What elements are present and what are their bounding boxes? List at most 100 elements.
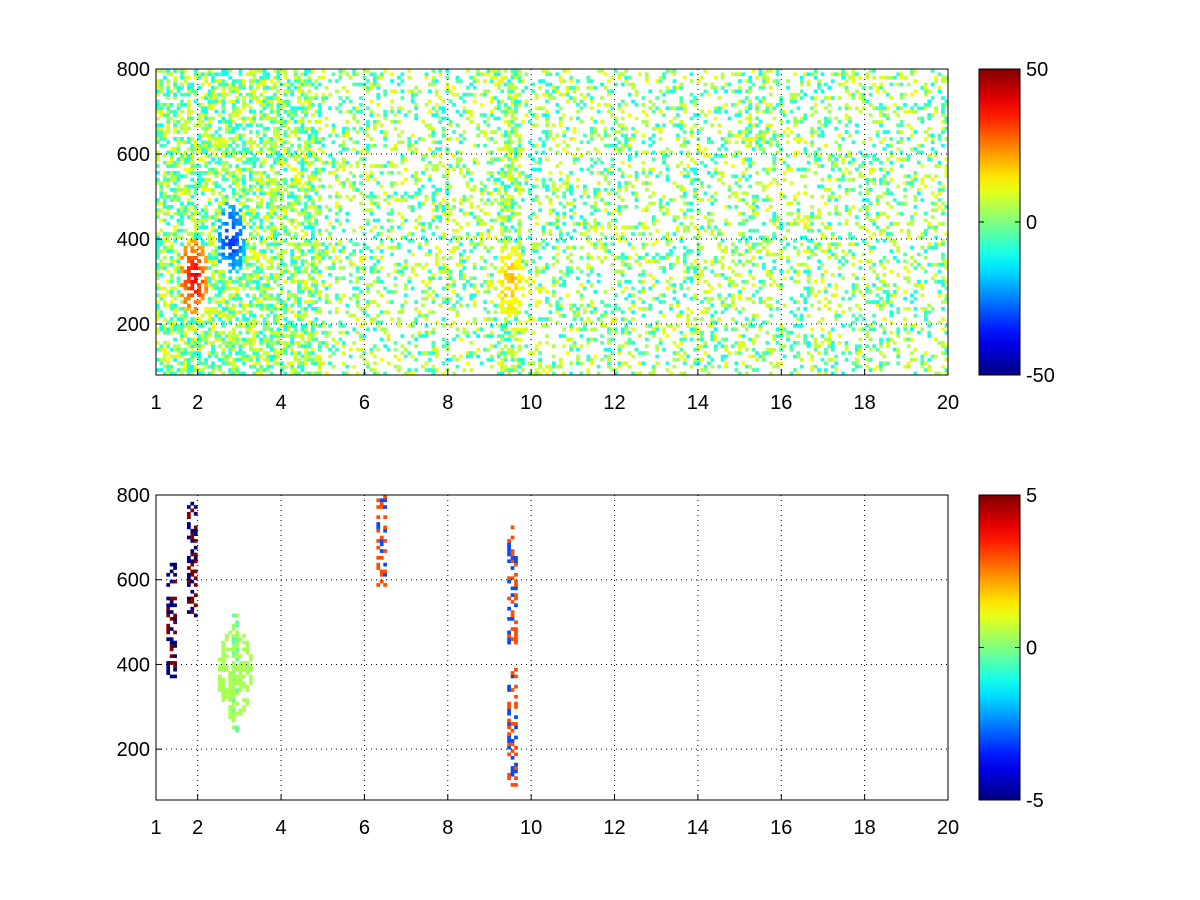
heatmap-cell <box>197 354 202 359</box>
heatmap-cell <box>183 188 188 192</box>
heatmap-cell <box>424 290 429 294</box>
heatmap-cell <box>314 317 319 321</box>
heatmap-cell <box>393 364 398 369</box>
heatmap-cell <box>266 116 270 121</box>
heatmap-cell <box>579 215 584 219</box>
heatmap-cell <box>531 211 536 216</box>
heatmap-cell <box>297 96 301 100</box>
heatmap-cell <box>414 113 418 117</box>
heatmap-cell <box>538 242 542 247</box>
heatmap-cell <box>644 330 649 335</box>
heatmap-cell <box>273 188 277 192</box>
heatmap-cell <box>290 92 295 97</box>
heatmap-cell <box>545 72 549 77</box>
heatmap-cell <box>424 239 429 243</box>
heatmap-cell <box>273 334 277 338</box>
heatmap-cell <box>224 177 229 182</box>
heatmap-cell <box>634 103 639 107</box>
heatmap-cell <box>283 344 288 349</box>
heatmap-cell <box>338 181 343 185</box>
heatmap-cell <box>186 167 191 172</box>
heatmap-cell <box>545 82 549 87</box>
heatmap-cell <box>490 273 494 277</box>
heatmap-cell <box>183 208 188 213</box>
heatmap-cell <box>662 194 666 199</box>
heatmap-cell <box>204 259 208 264</box>
heatmap-cell <box>459 296 463 301</box>
heatmap-cell <box>359 290 363 294</box>
heatmap-cell <box>527 140 532 145</box>
heatmap-cell <box>317 75 322 80</box>
heatmap-cell <box>307 147 312 151</box>
heatmap-cell <box>304 188 308 192</box>
heatmap-cell <box>193 211 198 216</box>
heatmap-cell <box>662 154 666 158</box>
heatmap-cell <box>166 269 171 274</box>
heatmap-cell <box>283 371 288 376</box>
heatmap-cell <box>286 164 291 168</box>
heatmap-cell <box>290 249 295 253</box>
heatmap-cell <box>586 256 591 260</box>
heatmap-cell <box>335 167 339 172</box>
heatmap-cell <box>169 262 174 267</box>
heatmap-cell <box>211 96 215 100</box>
heatmap-cell <box>434 140 439 145</box>
heatmap-cell <box>634 89 639 94</box>
heatmap-cell <box>500 307 505 311</box>
heatmap-cell <box>579 283 584 287</box>
heatmap-cell <box>579 371 584 376</box>
heatmap-cell <box>300 184 305 189</box>
heatmap-cell <box>259 218 264 223</box>
heatmap-cell <box>238 92 243 97</box>
heatmap-cell <box>266 358 270 362</box>
heatmap-cell <box>545 188 549 192</box>
heatmap-cell <box>180 188 184 192</box>
heatmap-cell <box>242 211 246 216</box>
heatmap-cell <box>321 69 326 73</box>
heatmap-cell <box>527 290 532 294</box>
heatmap-cell <box>510 273 515 277</box>
heatmap-cell <box>207 266 212 270</box>
heatmap-cell <box>283 103 288 107</box>
heatmap-cell <box>517 184 522 189</box>
heatmap-cell <box>255 286 260 291</box>
heatmap-cell <box>428 99 432 104</box>
heatmap-cell <box>338 222 343 226</box>
heatmap-cell <box>658 198 663 202</box>
heatmap-cell <box>255 130 260 134</box>
heatmap-cell <box>400 198 405 202</box>
heatmap-cell <box>317 147 322 151</box>
heatmap-cell <box>521 252 525 257</box>
heatmap-cell <box>259 235 264 240</box>
heatmap-cell <box>300 79 305 83</box>
heatmap-cell <box>228 120 233 124</box>
heatmap-cell <box>596 279 601 284</box>
heatmap-cell <box>166 371 171 376</box>
heatmap-cell <box>255 296 260 301</box>
heatmap-cell <box>486 283 491 287</box>
heatmap-cell <box>317 361 322 366</box>
heatmap-cell <box>397 106 401 111</box>
heatmap-cell <box>224 334 229 338</box>
heatmap-cell <box>231 191 236 196</box>
heatmap-cell <box>507 109 511 114</box>
heatmap-cell <box>266 218 270 223</box>
heatmap-cell <box>176 164 181 168</box>
heatmap-cell <box>273 242 277 247</box>
heatmap-cell <box>283 327 288 332</box>
heatmap-cell <box>193 249 198 253</box>
heatmap-cell <box>200 126 205 131</box>
heatmap-cell <box>452 154 456 158</box>
heatmap-cell <box>156 256 160 260</box>
heatmap-cell <box>224 150 229 155</box>
heatmap-cell <box>169 330 174 335</box>
heatmap-cell <box>211 167 215 172</box>
heatmap-cell <box>217 232 222 236</box>
heatmap-cell <box>224 300 229 304</box>
heatmap-cell <box>180 116 184 121</box>
heatmap-cell <box>500 99 505 104</box>
heatmap-cell <box>459 96 463 100</box>
heatmap-cell <box>641 103 646 107</box>
heatmap-cell <box>293 341 298 345</box>
heatmap-cell <box>207 198 212 202</box>
